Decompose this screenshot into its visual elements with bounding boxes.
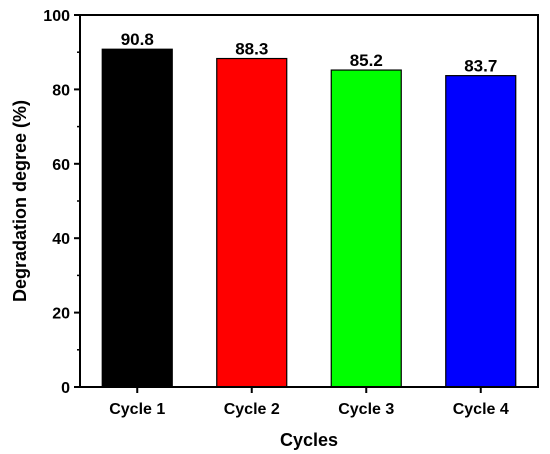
bar-value-label: 88.3 [235,40,268,59]
x-tick-label: Cycle 4 [453,401,509,418]
x-axis-ticks: Cycle 1 Cycle 2 Cycle 3 Cycle 4 [109,387,509,418]
bar-value-label: 90.8 [121,30,154,49]
bar-2 [216,57,288,388]
y-tick-label: 60 [52,157,70,174]
x-axis-title: Cycles [280,430,338,450]
x-tick-label: Cycle 3 [338,401,394,418]
y-axis-ticks: 0 20 40 60 80 100 [43,8,80,397]
bars [101,48,517,388]
y-tick-label: 40 [52,231,70,248]
bar-value-label: 83.7 [464,57,497,76]
y-axis-title: Degradation degree (%) [10,100,30,302]
bar-1 [101,48,173,388]
y-tick-label: 100 [43,8,70,25]
plot-frame [79,14,539,388]
bar-value-label: 85.2 [350,51,383,70]
bar-data-labels: 90.8 88.3 85.2 83.7 [121,30,498,75]
bar-4 [445,75,517,388]
y-tick-label: 80 [52,82,70,99]
bar-3 [330,69,402,388]
x-tick-label: Cycle 2 [224,401,280,418]
x-tick-label: Cycle 1 [109,401,165,418]
y-tick-label: 20 [52,306,70,323]
y-tick-label: 0 [61,380,70,397]
